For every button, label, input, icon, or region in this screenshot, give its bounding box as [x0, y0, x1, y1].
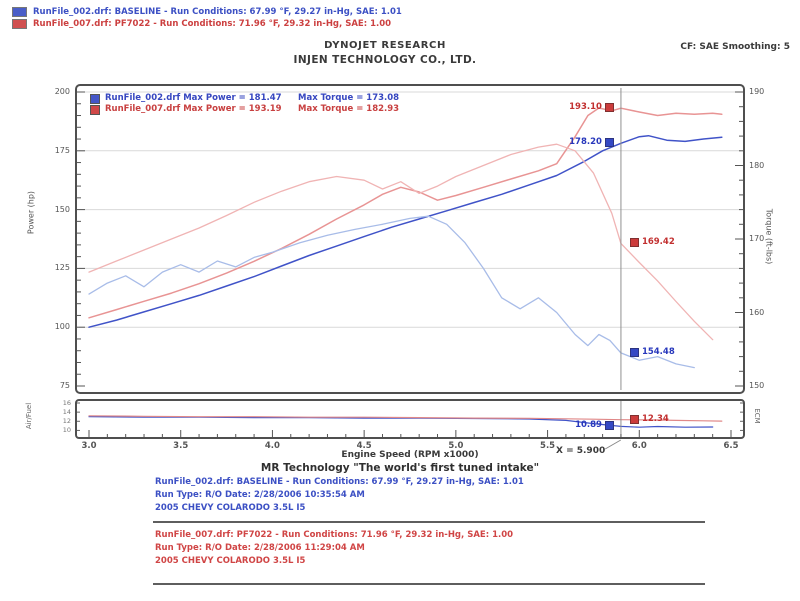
baseline-run-conditions: RunFile_002.drf: BASELINE - Run Conditio…	[33, 7, 402, 17]
separator-line	[153, 521, 705, 523]
tagline: MR Technology "The world's first tuned i…	[260, 462, 540, 474]
power-axis-label: Power (hp)	[26, 190, 36, 235]
cursor-readout-10.89: 10.89	[575, 420, 614, 431]
injen-marker-icon	[90, 104, 100, 115]
baseline-run-details: RunFile_002.drf: BASELINE - Run Conditio…	[155, 476, 524, 516]
cursor-x-readout: X = 5.900	[556, 446, 606, 456]
torque-axis-label: Torque (ft-lbs)	[764, 208, 774, 265]
power-tick-200: 200	[54, 87, 70, 96]
chart-legend: RunFile_002.drf Max Power = 181.47 Max T…	[90, 93, 399, 115]
baseline-max-power: RunFile_002.drf Max Power = 181.47	[105, 93, 282, 103]
series-baseline_power	[88, 134, 723, 328]
injen-max-torque: Max Torque = 182.93	[298, 104, 400, 114]
series-injen_afr	[88, 415, 723, 422]
rpm-tick-5.5: 5.5	[540, 441, 556, 451]
cursor-readout-169.42: 169.42	[629, 237, 675, 248]
baseline-detail-line: 2005 CHEVY COLARODO 3.5L I5	[155, 503, 306, 514]
afr-tick-16: 16	[62, 399, 71, 407]
readout-marker-icon	[629, 238, 639, 248]
power-torque-plot	[77, 88, 743, 390]
rpm-tick-3.5: 3.5	[173, 441, 189, 451]
correction-smoothing-label: CF: SAE Smoothing: 5	[680, 42, 790, 52]
torque-tick-190: 190	[749, 87, 765, 96]
readout-value: 193.10	[569, 102, 602, 113]
separator-line	[153, 583, 705, 585]
readout-marker-icon	[629, 348, 639, 358]
torque-tick-150: 150	[749, 381, 765, 390]
readout-value: 10.89	[575, 420, 602, 431]
readout-marker-icon	[604, 138, 614, 148]
baseline-detail-line: RunFile_002.drf: BASELINE - Run Conditio…	[155, 477, 524, 487]
afr-tick-14: 14	[62, 408, 71, 417]
rpm-tick-3: 3.0	[81, 441, 97, 451]
readout-marker-icon	[629, 414, 639, 424]
power-tick-150: 150	[54, 204, 70, 214]
afr-right-axis-label: ECM	[753, 408, 761, 424]
cursor-pointer-line	[604, 439, 622, 450]
power-tick-125: 125	[54, 263, 70, 273]
legend-row-injen: RunFile_007.drf Max Power = 193.19 Max T…	[90, 104, 399, 115]
readout-value: 12.34	[641, 413, 669, 424]
afr-plot	[77, 401, 743, 437]
injen-detail-line: Run Type: R/O Date: 2/28/2006 11:29:04 A…	[155, 543, 365, 554]
baseline-detail-line: Run Type: R/O Date: 2/28/2006 10:35:54 A…	[155, 490, 365, 501]
series-injen_power	[88, 107, 723, 319]
series-baseline_afr	[88, 416, 714, 428]
series-baseline_torque	[88, 215, 695, 369]
rpm-tick-4.5: 4.5	[356, 441, 372, 451]
rpm-tick-6: 6.0	[631, 441, 647, 451]
cursor-readout-12.34: 12.34	[629, 413, 669, 424]
torque-tick-170: 170	[749, 234, 765, 243]
top-legend-row-injen: RunFile_007.drf: PF7022 - Run Conditions…	[12, 18, 402, 30]
baseline-marker-icon	[90, 93, 100, 104]
power-tick-100: 100	[54, 322, 70, 332]
injen-detail-line: 2005 CHEVY COLARODO 3.5L I5	[155, 556, 306, 567]
afr-axis-label: Air/Fuel	[25, 402, 33, 430]
readout-marker-icon	[604, 421, 614, 431]
injen-detail-line: RunFile_007.drf: PF7022 - Run Conditions…	[155, 530, 514, 540]
readout-marker-icon	[604, 103, 614, 113]
legend-row-baseline: RunFile_002.drf Max Power = 181.47 Max T…	[90, 93, 399, 104]
cursor-readout-193.10: 193.10	[569, 102, 614, 113]
cursor-readout-154.48: 154.48	[629, 347, 675, 358]
top-legend: RunFile_002.drf: BASELINE - Run Conditio…	[12, 6, 402, 30]
rpm-tick-6.5: 6.5	[723, 441, 739, 451]
torque-tick-160: 160	[749, 307, 765, 317]
power-tick-175: 175	[54, 145, 70, 155]
baseline-swatch-icon	[12, 7, 27, 17]
afr-tick-12: 12	[62, 417, 71, 426]
company-title: INJEN TECHNOLOGY CO., LTD.	[293, 54, 477, 66]
dynojet-title: DYNOJET RESEARCH	[324, 40, 446, 51]
torque-tick-180: 180	[749, 160, 765, 170]
baseline-max-torque: Max Torque = 173.08	[298, 93, 400, 103]
injen-max-power: RunFile_007.drf Max Power = 193.19	[105, 104, 282, 114]
readout-value: 154.48	[641, 347, 675, 358]
rpm-tick-5: 5.0	[448, 441, 464, 451]
rpm-tick-4: 4.0	[264, 441, 280, 451]
readout-value: 169.42	[641, 237, 675, 248]
top-legend-row-baseline: RunFile_002.drf: BASELINE - Run Conditio…	[12, 6, 402, 18]
afr-tick-10: 10	[62, 426, 71, 435]
injen-run-details: RunFile_007.drf: PF7022 - Run Conditions…	[155, 529, 513, 569]
x-axis-label: Engine Speed (RPM x1000)	[341, 450, 479, 460]
power-tick-75: 75	[59, 381, 70, 390]
injen-swatch-icon	[12, 19, 27, 29]
readout-value: 178.20	[569, 137, 602, 148]
series-injen_torque	[88, 143, 714, 341]
injen-run-conditions: RunFile_007.drf: PF7022 - Run Conditions…	[33, 19, 392, 29]
cursor-readout-178.20: 178.20	[569, 137, 614, 148]
